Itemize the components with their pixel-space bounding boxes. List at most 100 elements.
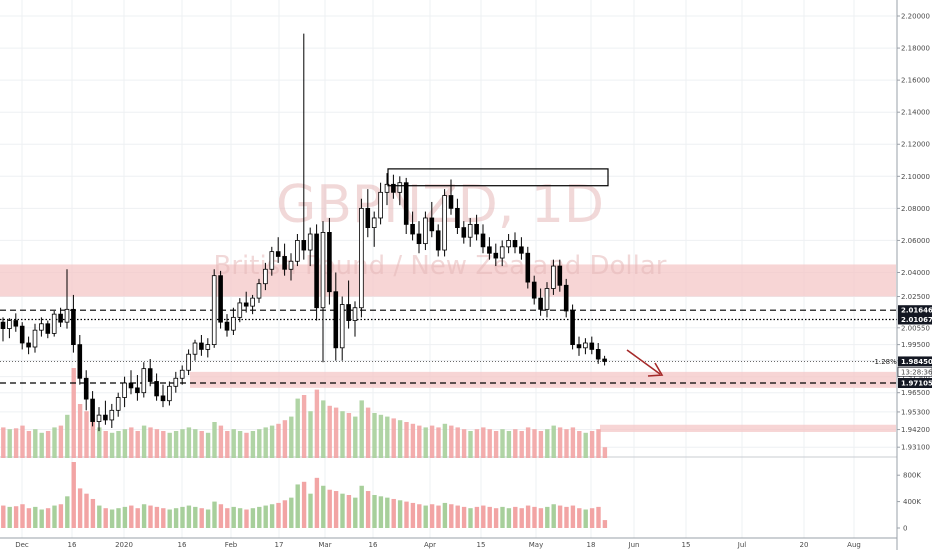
candle-down [71,308,76,346]
zone-rect [190,371,896,388]
volume-bar [20,425,25,458]
candle-down [563,284,569,312]
volume-bar [26,508,32,528]
volume-bar [372,495,377,528]
candle-down [26,342,31,348]
volume-bar [385,416,390,458]
volume-bar [90,418,96,458]
volume-bar [385,497,390,528]
volume-bar [589,508,595,528]
volume-bar [167,509,172,528]
volume-bar [321,400,326,458]
volume-bar [513,429,518,458]
volume-bar [161,508,166,528]
candle-down [416,233,422,245]
candle-up [551,265,556,289]
volume-bar [13,428,19,458]
volume-bar [436,427,441,458]
volume-bar [404,501,409,528]
volume-bar [148,427,153,458]
candle-down [391,183,396,193]
candle-up [256,283,262,299]
volume-bar [545,429,550,458]
candle-down [147,368,153,382]
volume-bar [193,429,198,458]
volume-bar [442,502,448,528]
volume-bar [596,429,601,458]
candle-up [378,191,383,219]
volume-bar [327,489,332,528]
volume-bar [212,422,217,458]
candle-down [128,382,134,389]
candle-up [467,223,473,238]
volume-bar [193,506,198,528]
candle-up [7,320,12,329]
volume-bar [493,431,499,458]
price-axis[interactable]: 1.931001.942001.953001.965001.975001.985… [896,0,932,550]
candle-down [589,342,595,350]
volume-bar [493,508,499,528]
candle-down [455,207,460,228]
candle-down [301,240,307,251]
volume-bar [135,508,140,528]
volume-bar [116,431,121,458]
volume-bar [58,504,64,528]
arrow-annotation[interactable] [626,349,664,377]
time-tick-label: Mar [318,541,331,549]
candle-up [237,302,243,318]
price-tag-bg [898,314,932,325]
volume-bar [449,504,454,528]
candle-up [352,307,358,321]
price-tag-value: 1.98450 [901,358,932,366]
volume-bar [141,504,147,528]
time-axis[interactable]: Dec 16 2020 16 Feb 17 Mar 16 Apr 15 May 18 Jun 15 Jul 2… [0,537,897,549]
volume-bar [519,431,524,458]
volume-bar [378,496,384,528]
candle-down [557,265,563,286]
candle-up [96,414,102,422]
volume-bar [84,493,89,528]
candle-down [576,344,582,349]
volume-bar [519,508,524,528]
candle-up [288,260,294,270]
arrow-head [647,362,664,377]
volume-bar [186,505,192,528]
volume-bar [301,395,307,458]
candle-down [346,304,351,321]
candle-down [275,251,281,257]
volume-bar [333,491,339,528]
candle-up [320,232,326,309]
volume-bar [129,505,134,528]
candle-up [32,329,38,348]
candle-down [519,246,524,254]
volume-bar [346,495,352,528]
price-tick-label: 2.04000 [901,269,930,277]
candle-down [333,291,339,349]
time-tick-label: Jun [628,541,640,549]
resistance-box[interactable] [387,168,609,187]
price-tick-label: 2.20000 [901,13,930,21]
candle-up [141,368,147,394]
volume-bar [570,505,576,528]
volume-bar [154,506,160,528]
volume-bar [129,427,134,458]
volume-bar [500,429,505,458]
volume-bar [295,484,300,528]
volume-bar [506,508,512,528]
volume-bar [276,423,281,458]
candle-down [58,313,63,323]
price-tick-label: 2.06000 [901,237,930,245]
volume-bar [301,481,307,528]
time-tick-label: Jul [737,541,747,549]
box-rect [387,168,609,187]
volume-bar [161,431,166,458]
volume-bar [52,427,57,458]
volume-bar [186,427,192,458]
price-tag-value: 2.01646 [901,307,932,315]
price-tick-label: 2.08000 [901,205,930,213]
volume-bar [455,427,460,458]
time-tick-label: 16 [369,541,378,549]
candle-down [199,342,204,350]
